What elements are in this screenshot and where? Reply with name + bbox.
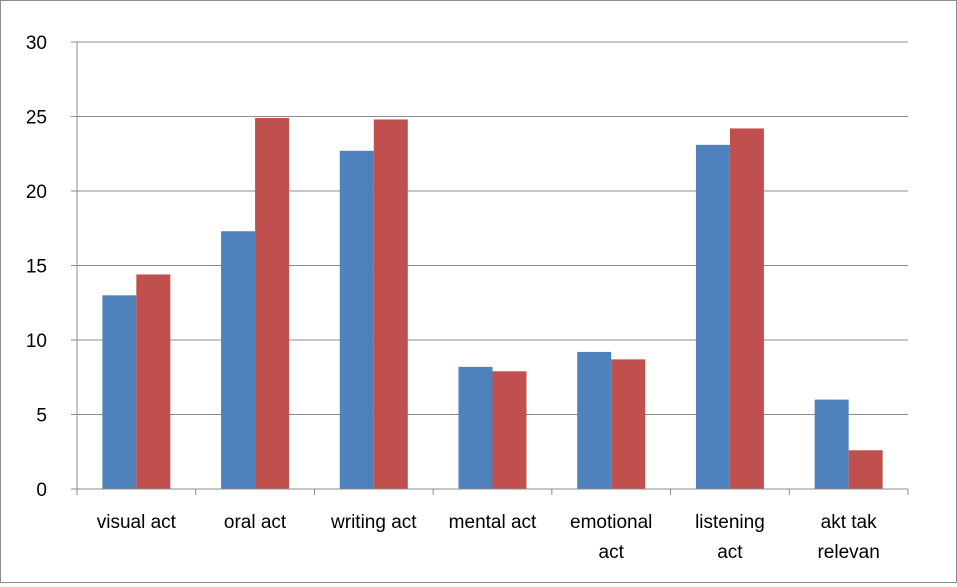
y-tick-label: 10	[26, 331, 47, 352]
x-tick-label: emotional act	[570, 512, 652, 563]
tick-labels: 0 5 10 15 20 25 30 visual act oral act writing ac…	[26, 33, 880, 563]
x-tick-label-line: act	[599, 542, 625, 563]
x-tick-label-line: listening	[695, 512, 765, 533]
bars	[102, 117, 883, 490]
bar	[339, 150, 374, 489]
y-tick-label: 5	[36, 406, 47, 427]
bar	[221, 231, 256, 490]
y-tick-label: 30	[26, 33, 47, 54]
x-tick-label: mental act	[449, 512, 537, 533]
x-tick-label-line: emotional	[570, 512, 652, 533]
x-tick-label: akt tak relevan	[817, 512, 879, 563]
x-tick-label-line: mental act	[449, 512, 537, 533]
bar	[492, 371, 527, 489]
bar	[136, 274, 171, 489]
bar	[814, 399, 849, 489]
bar	[373, 119, 408, 489]
bar	[848, 450, 883, 489]
bar	[695, 144, 730, 489]
y-tick-label: 25	[26, 108, 47, 129]
x-tick-label: writing act	[330, 512, 417, 533]
x-tick-label: listening act	[695, 512, 765, 563]
x-tick-label: oral act	[224, 512, 287, 533]
x-tick-label-line: visual act	[97, 512, 177, 533]
axes	[76, 42, 909, 495]
x-tick-label-line: writing act	[330, 512, 417, 533]
y-tick-label: 15	[26, 257, 47, 278]
x-tick-label-line: akt tak	[821, 512, 877, 533]
bar	[255, 117, 290, 490]
bar	[102, 295, 137, 489]
y-tick-label: 0	[36, 480, 47, 501]
x-tick-label-line: relevan	[817, 542, 879, 563]
bar	[577, 351, 612, 489]
y-tick-label: 20	[26, 182, 47, 203]
bar	[729, 128, 764, 490]
gridlines	[71, 41, 908, 490]
x-tick-label-line: oral act	[224, 512, 287, 533]
bar	[458, 366, 493, 489]
x-tick-label-line: act	[717, 542, 743, 563]
x-tick-label: visual act	[97, 512, 177, 533]
bar	[611, 359, 646, 489]
